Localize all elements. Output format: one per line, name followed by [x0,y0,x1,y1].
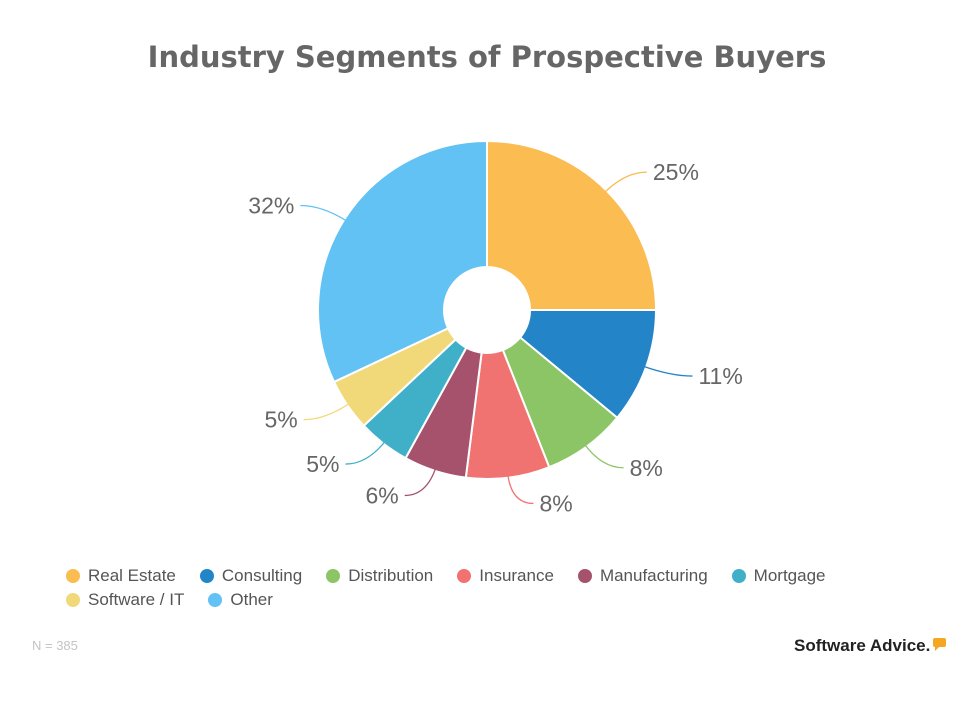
chart-title: Industry Segments of Prospective Buyers [147,40,827,74]
legend-label: Insurance [479,566,554,585]
legend-item-mortgage: Mortgage [731,566,826,586]
legend-swatch [731,569,746,583]
leader-line-manufacturing [404,466,437,497]
software-advice-logo: Software Advice. [794,636,947,656]
speech-bubble-icon [933,638,947,651]
data-label-other: 32% [248,193,294,219]
legend-label: Real Estate [88,566,176,585]
legend-swatch [199,569,214,583]
legend-label: Mortgage [753,566,826,585]
legend-label: Other [230,590,273,609]
legend-swatch [208,593,223,607]
legend-swatch [66,593,80,607]
legend-label: Manufacturing [599,566,708,585]
leader-line-software-it [303,402,351,421]
legend-item-real-estate: Real Estate [66,566,176,586]
data-label-mortgage: 5% [306,451,339,477]
leader-line-consulting [642,365,693,377]
legend-item-insurance: Insurance [457,566,554,586]
legend-swatch [326,569,341,583]
legend-label: Consulting [221,566,303,585]
legend-item-software-it: Software / IT [66,590,184,610]
pie-chart: 25% 11% 8% 8% 6% 5% 5% 32% [248,139,743,516]
data-label-manufacturing: 6% [365,482,398,508]
legend-item-distribution: Distribution [326,566,433,586]
legend-swatch [66,569,80,583]
brand-name: Software Advice. [794,636,931,655]
legend-label: Software / IT [88,590,185,609]
sample-size-note: N = 385 [32,638,78,653]
legend-swatch [577,569,592,583]
legend-swatch [457,569,472,583]
leader-line-insurance [507,473,534,505]
data-label-insurance: 8% [539,490,572,516]
data-label-consulting: 11% [698,363,742,389]
leader-line-other [300,204,349,223]
leader-line-distribution [583,443,624,469]
legend-item-manufacturing: Manufacturing [577,566,708,586]
data-label-real-estate: 25% [653,159,699,185]
leader-line-mortgage [345,439,387,465]
data-label-distribution: 8% [630,455,663,481]
chart-legend: Real Estate Consulting Distribution Insuran… [66,566,946,610]
data-label-software-it: 5% [264,407,297,433]
donut-hole [443,266,531,354]
legend-item-consulting: Consulting [199,566,303,586]
legend-item-other: Other [208,590,273,610]
legend-label: Distribution [348,566,434,585]
leader-line-real-estate [603,171,647,194]
